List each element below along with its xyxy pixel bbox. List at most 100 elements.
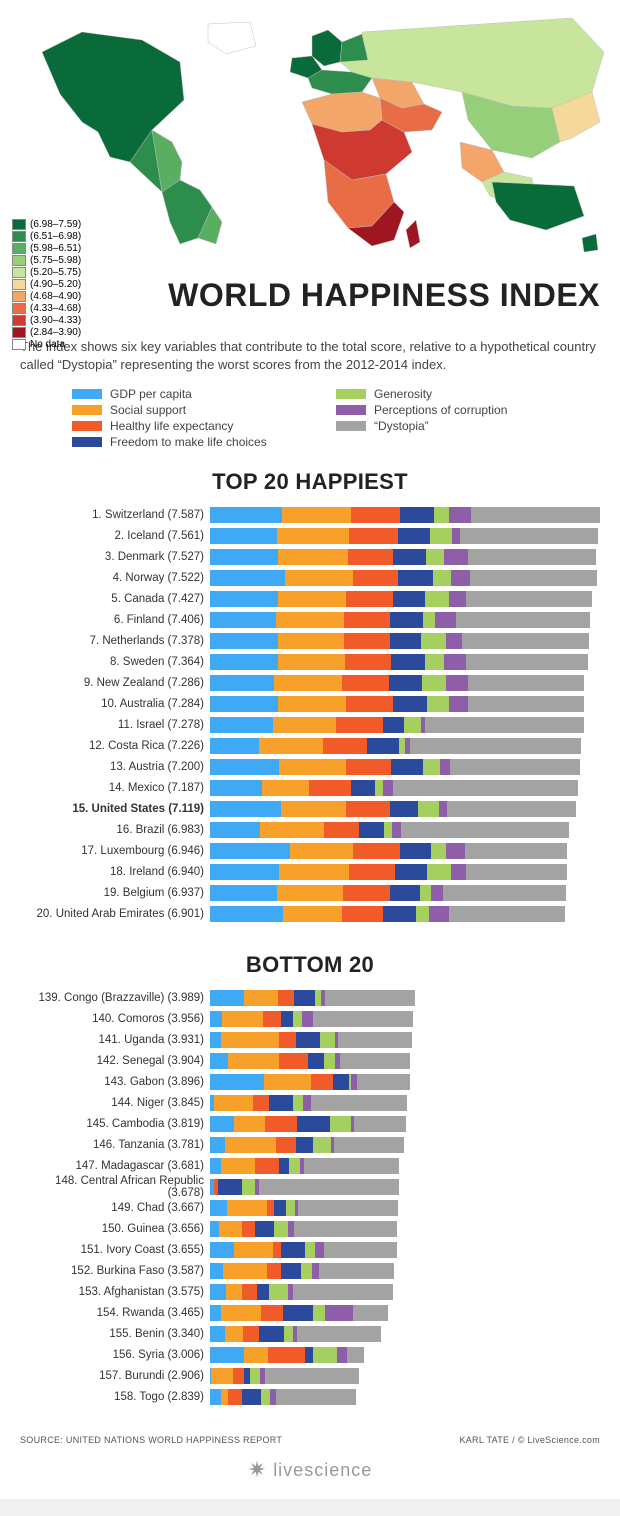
bar-segment [452, 528, 459, 544]
source-text: SOURCE: UNITED NATIONS WORLD HAPPINESS R… [20, 1435, 282, 1445]
variable-legend-label: “Dystopia” [374, 419, 429, 433]
bar-segment [259, 1179, 399, 1195]
bar-segment [278, 654, 344, 670]
bar-segment [265, 1116, 296, 1132]
bar-segment [446, 843, 466, 859]
bar-segment [440, 759, 450, 775]
bar-segment [244, 1347, 268, 1363]
chart-row-bar [210, 864, 567, 880]
bar-segment [210, 1116, 234, 1132]
bar-segment [250, 1368, 260, 1384]
bar-segment [276, 1389, 356, 1405]
bar-segment [210, 1242, 234, 1258]
bar-segment [210, 1305, 221, 1321]
bar-segment [344, 633, 390, 649]
bar-segment [210, 1389, 221, 1405]
bar-segment [210, 717, 273, 733]
variable-legend-item: Social support [72, 403, 336, 417]
bar-segment [468, 549, 596, 565]
chart-row: 2. Iceland (7.561) [20, 526, 600, 546]
bar-segment [343, 885, 389, 901]
bottom20-chart: 139. Congo (Brazzaville) (3.989)140. Com… [20, 988, 600, 1407]
bar-segment [444, 549, 469, 565]
bar-segment [242, 1221, 254, 1237]
bar-segment [210, 1074, 264, 1090]
bar-segment [221, 1032, 279, 1048]
chart-row: 13. Austria (7.200) [20, 757, 600, 777]
bar-segment [353, 1305, 387, 1321]
bar-segment [383, 906, 416, 922]
bar-segment [468, 675, 584, 691]
bar-segment [305, 1242, 315, 1258]
chart-row: 142. Senegal (3.904) [20, 1051, 600, 1071]
chart-row-bar [210, 1368, 359, 1384]
chart-row-label: 151. Ivory Coast (3.655) [20, 1244, 210, 1256]
bar-segment [242, 1179, 254, 1195]
bar-segment [210, 738, 259, 754]
bar-segment [449, 507, 471, 523]
bar-segment [210, 843, 290, 859]
bar-segment [274, 675, 342, 691]
chart-row-label: 3. Denmark (7.527) [20, 551, 210, 563]
bar-segment [410, 738, 581, 754]
bar-segment [315, 1242, 324, 1258]
bar-segment [449, 696, 467, 712]
variable-legend-item: Perceptions of corruption [336, 403, 600, 417]
chart-row: 154. Rwanda (3.465) [20, 1303, 600, 1323]
chart-row-bar [210, 549, 597, 565]
chart-row-bar [210, 1347, 364, 1363]
bar-segment [451, 570, 470, 586]
map-region [582, 234, 598, 252]
bar-segment [222, 1011, 263, 1027]
bar-segment [278, 633, 344, 649]
bar-segment [398, 570, 432, 586]
bar-segment [278, 990, 294, 1006]
chart-row: 141. Uganda (3.931) [20, 1030, 600, 1050]
bar-segment [418, 801, 439, 817]
bar-segment [434, 507, 449, 523]
chart-row-label: 19. Belgium (6.937) [20, 887, 210, 899]
chart-row-label: 147. Madagascar (3.681) [20, 1160, 210, 1172]
bar-segment [450, 759, 580, 775]
chart-row: 4. Norway (7.522) [20, 568, 600, 588]
chart-row-label: 154. Rwanda (3.465) [20, 1307, 210, 1319]
chart-row-label: 153. Afghanistan (3.575) [20, 1286, 210, 1298]
bar-segment [393, 591, 425, 607]
bar-segment [313, 1347, 337, 1363]
chart-row: 148. Central African Republic (3.678) [20, 1177, 600, 1197]
bottom20-title: BOTTOM 20 [12, 952, 608, 978]
bar-segment [221, 1305, 261, 1321]
bar-segment [425, 717, 584, 733]
chart-row-bar [210, 612, 591, 628]
bar-segment [210, 1158, 221, 1174]
chart-row: 20. United Arab Emirates (6.901) [20, 904, 600, 924]
chart-row: 147. Madagascar (3.681) [20, 1156, 600, 1176]
bar-segment [333, 1074, 349, 1090]
chart-row: 158. Togo (2.839) [20, 1387, 600, 1407]
bar-segment [392, 822, 401, 838]
variable-legend-swatch [72, 421, 102, 431]
bar-segment [210, 633, 278, 649]
chart-row-bar [210, 738, 581, 754]
bar-segment [228, 1053, 278, 1069]
bar-segment [210, 1053, 228, 1069]
bar-segment [319, 1263, 394, 1279]
footer: SOURCE: UNITED NATIONS WORLD HAPPINESS R… [20, 1435, 600, 1445]
bar-segment [281, 801, 345, 817]
bar-segment [210, 1137, 225, 1153]
bar-segment [430, 528, 453, 544]
bar-segment [210, 885, 277, 901]
chart-row-label: 18. Ireland (6.940) [20, 866, 210, 878]
chart-row-bar [210, 1158, 399, 1174]
bar-segment [344, 612, 390, 628]
bar-segment [427, 864, 451, 880]
bar-segment [210, 822, 260, 838]
chart-row-bar [210, 801, 576, 817]
bar-segment [277, 528, 349, 544]
chart-row-label: 14. Mexico (7.187) [20, 782, 210, 794]
bar-segment [276, 612, 344, 628]
chart-row: 15. United States (7.119) [20, 799, 600, 819]
bar-segment [471, 507, 600, 523]
bar-segment [312, 1263, 319, 1279]
chart-row-bar [210, 633, 589, 649]
